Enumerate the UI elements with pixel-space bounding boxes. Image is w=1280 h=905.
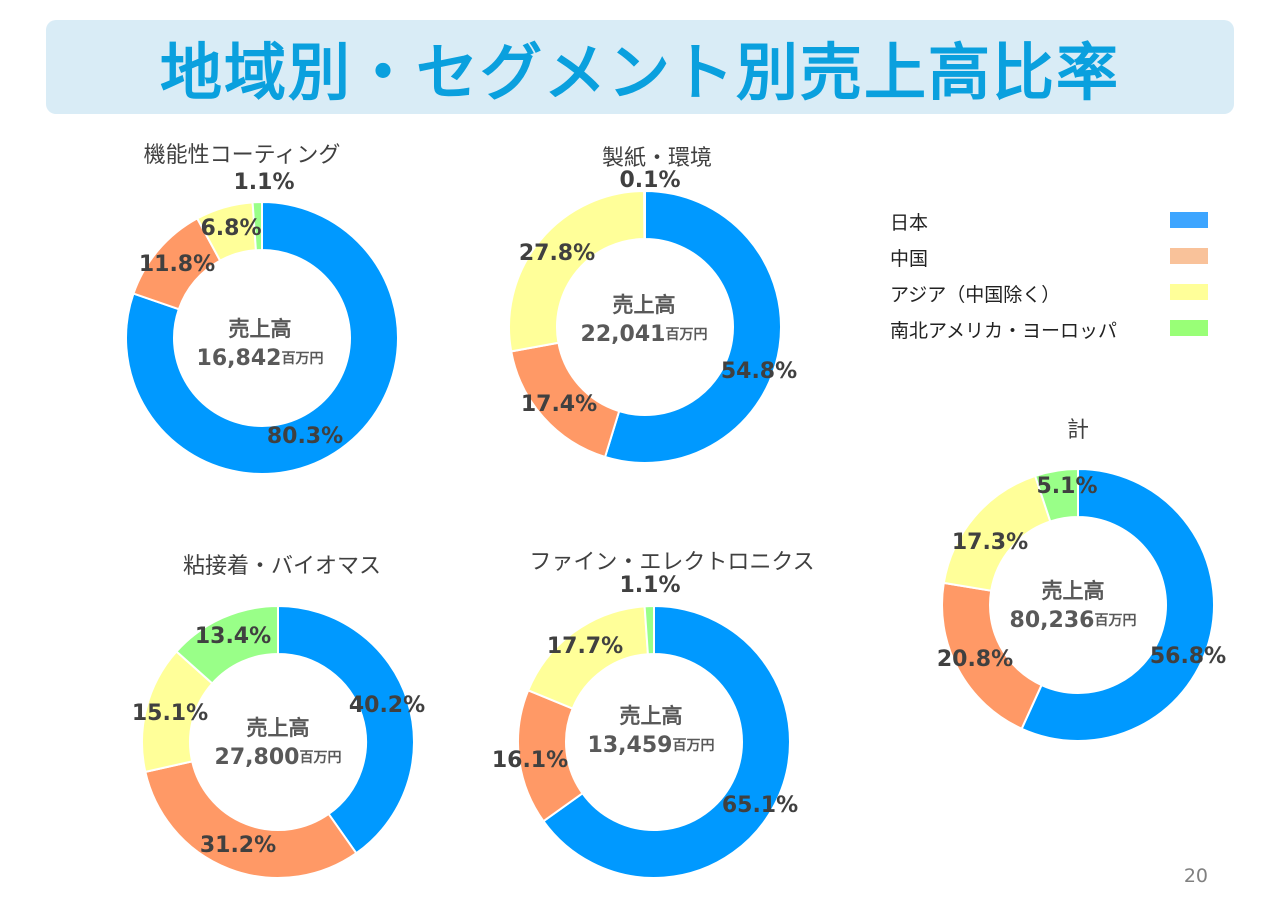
data-label: 27.8% — [519, 241, 595, 266]
donut-chart: 65.1% 16.1% 17.7% 1.1% 売上高 13,459百万円 — [492, 573, 798, 879]
center-label: 売上高 — [1042, 579, 1105, 603]
chart-title-fine-electronics: ファイン・エレクトロニクス — [529, 550, 815, 575]
data-label: 16.1% — [492, 748, 568, 773]
title-banner: 地域別・セグメント別売上高比率 — [46, 20, 1234, 114]
legend: 日本 中国 アジア（中国除く） 南北アメリカ・ヨーロッパ — [890, 208, 1210, 352]
chart-title-adhesive-biomass: 粘接着・バイオマス — [182, 554, 382, 579]
data-label: 17.4% — [521, 392, 597, 417]
data-label: 11.8% — [139, 252, 215, 277]
data-label: 5.1% — [1036, 474, 1097, 499]
center-total: 80,236百万円 — [1010, 608, 1137, 633]
slice-china — [144, 760, 358, 879]
legend-item-china: 中国 — [890, 244, 1210, 280]
donut-chart: 54.8% 17.4% 27.8% 0.1% 売上高 22,041百万円 — [508, 168, 797, 464]
legend-item-asia: アジア（中国除く） — [890, 280, 1210, 316]
center-label: 売上高 — [620, 704, 683, 728]
data-label: 15.1% — [132, 701, 208, 726]
data-label: 1.1% — [233, 170, 294, 195]
slice-asia — [508, 189, 646, 353]
legend-label: 中国 — [890, 248, 929, 270]
donut-chart: 80.3% 11.8% 6.8% 1.1% 売上高 16,842百万円 — [125, 170, 399, 475]
center-total: 13,459百万円 — [588, 733, 715, 758]
data-label: 31.2% — [200, 833, 276, 858]
slice-americas-europe — [643, 189, 646, 241]
legend-label: 日本 — [890, 212, 929, 234]
slice-japan — [125, 200, 399, 475]
slice-americas-europe — [643, 604, 655, 656]
data-label: 17.3% — [952, 530, 1028, 555]
slice-americas-europe — [251, 200, 263, 252]
center-label: 売上高 — [613, 293, 676, 317]
legend-label: 南北アメリカ・ヨーロッパ — [890, 320, 1118, 342]
center-label: 売上高 — [229, 317, 292, 341]
slice-japan — [603, 189, 782, 464]
data-label: 40.2% — [349, 693, 425, 718]
slice-japan — [1020, 467, 1215, 742]
legend-swatch — [1170, 284, 1208, 300]
data-label: 80.3% — [267, 424, 343, 449]
center-total: 16,842百万円 — [197, 346, 324, 371]
legend-label: アジア（中国除く） — [890, 284, 1061, 306]
donut-chart: 40.2% 31.2% 15.1% 13.4% 売上高 27,800百万円 — [132, 604, 425, 879]
legend-item-japan: 日本 — [890, 208, 1210, 244]
legend-item-americas-europe: 南北アメリカ・ヨーロッパ — [890, 316, 1210, 352]
data-label: 6.8% — [200, 216, 261, 241]
data-label: 1.1% — [619, 573, 680, 598]
slice-americas-europe — [175, 604, 279, 685]
legend-swatch — [1170, 248, 1208, 264]
slice-japan — [277, 604, 415, 855]
data-label: 13.4% — [195, 624, 271, 649]
data-label: 65.1% — [722, 793, 798, 818]
chart-title-paper-environment: 製紙・環境 — [601, 146, 713, 171]
legend-swatch — [1170, 320, 1208, 336]
page-number: 20 — [1183, 865, 1208, 887]
legend-swatch — [1170, 212, 1208, 228]
data-label: 56.8% — [1150, 644, 1226, 669]
donut-chart: 56.8% 20.8% 17.3% 5.1% 売上高 80,236百万円 — [937, 467, 1226, 742]
center-total: 27,800百万円 — [215, 745, 342, 770]
chart-title-total: 計 — [1066, 418, 1090, 443]
chart-title-functional-coating: 機能性コーティング — [143, 143, 341, 168]
data-label: 0.1% — [619, 168, 680, 193]
data-label: 17.7% — [547, 634, 623, 659]
center-label: 売上高 — [247, 716, 310, 740]
data-label: 20.8% — [937, 647, 1013, 672]
page-title: 地域別・セグメント別売上高比率 — [159, 36, 1120, 109]
slice-americas-europe — [1033, 467, 1079, 523]
center-total: 22,041百万円 — [581, 322, 708, 347]
slice-japan — [542, 604, 791, 879]
data-label: 54.8% — [721, 359, 797, 384]
